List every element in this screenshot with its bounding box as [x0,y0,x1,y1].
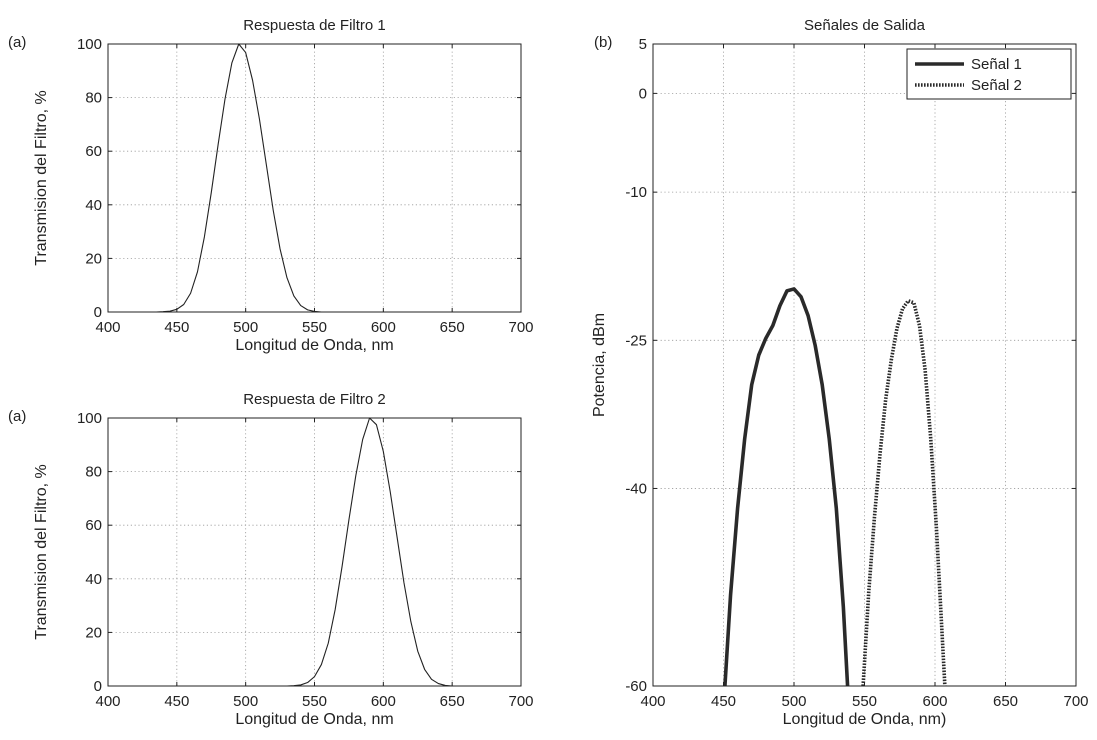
x-tick-label: 650 [993,693,1018,710]
x-tick-label: 700 [508,693,533,710]
x-tick-label: 400 [95,693,120,710]
y-tick-label: -40 [625,480,647,497]
y-tick-label: 100 [77,410,102,427]
chart-title: Respuesta de Filtro 1 [243,17,386,34]
y-tick-label: 40 [85,571,102,588]
x-axis-label: Longitud de Onda, nm [235,337,393,354]
panel-label: (a) [8,34,26,51]
panel-label: (a) [8,408,26,425]
y-tick-label: 0 [94,304,102,321]
x-tick-label: 450 [711,693,736,710]
y-tick-label: -25 [625,332,647,349]
x-tick-label: 550 [852,693,877,710]
y-tick-label: 20 [85,250,102,267]
x-tick-label: 400 [95,319,120,336]
x-tick-label: 700 [1063,693,1088,710]
x-tick-label: 450 [164,319,189,336]
legend: Señal 1 Señal 2 [906,48,1072,100]
y-axis-label: Potencia, dBm [591,313,608,417]
x-tick-label: 500 [233,693,258,710]
legend-label-1: Señal 1 [971,56,1022,73]
x-tick-label: 500 [233,319,258,336]
series-line-1 [723,287,850,687]
series-line-2 [861,299,947,687]
panel-label: (b) [594,34,612,51]
x-tick-label: 500 [781,693,806,710]
legend-label-2: Señal 2 [971,77,1022,94]
legend-box [906,48,1072,100]
y-tick-label: 40 [85,197,102,214]
y-tick-label: 60 [85,517,102,534]
x-axis-label: Longitud de Onda, nm [235,711,393,728]
x-tick-label: 650 [440,693,465,710]
x-tick-label: 450 [164,693,189,710]
y-tick-label: 80 [85,464,102,481]
chart-panel-2: 400 450 500 550 600 650 700 0 20 40 60 80 100 Respues… [8,391,534,728]
y-tick-label: 0 [94,678,102,695]
plot-area [653,44,1076,686]
y-tick-label: -10 [625,184,647,201]
x-tick-label: 600 [371,693,396,710]
x-tick-label: 650 [440,319,465,336]
x-tick-label: 600 [371,319,396,336]
x-tick-label: 400 [640,693,665,710]
chart-title: Señales de Salida [804,17,926,34]
y-tick-label: 80 [85,90,102,107]
x-tick-label: 550 [302,693,327,710]
y-axis-label: Transmision del Filtro, % [33,90,50,265]
chart-title: Respuesta de Filtro 2 [243,391,386,408]
y-tick-label: 5 [639,36,647,53]
y-tick-label: 60 [85,143,102,160]
x-tick-label: 550 [302,319,327,336]
chart-panel-1: 400 450 500 550 600 650 700 0 20 40 60 80 100 Respues… [8,17,534,354]
y-tick-label: 100 [77,36,102,53]
y-axis-label: Transmision del Filtro, % [33,464,50,639]
chart-panel-3: 400 450 500 550 600 650 700 5 0 -10 -25 -40 -60 Señal… [591,17,1089,728]
y-tick-label: 0 [639,85,647,102]
x-tick-label: 600 [922,693,947,710]
y-tick-label: 20 [85,624,102,641]
x-tick-label: 700 [508,319,533,336]
x-axis-label: Longitud de Onda, nm) [783,711,947,728]
y-tick-label: -60 [625,678,647,695]
